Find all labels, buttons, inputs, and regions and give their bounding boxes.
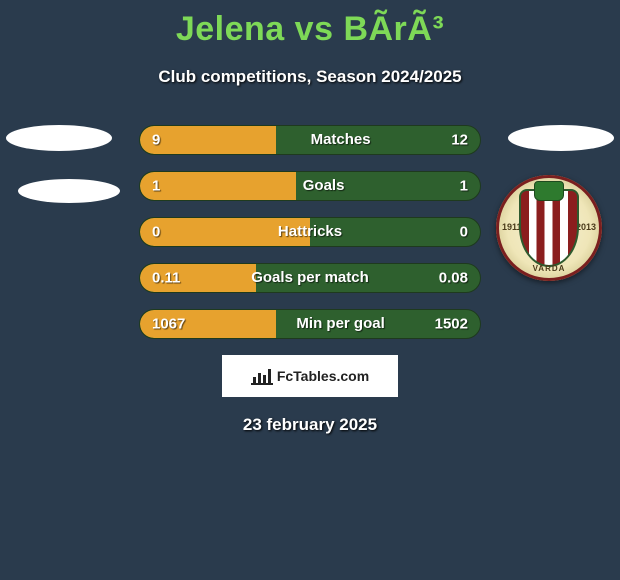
left-placeholder-1 [6, 125, 112, 151]
bar-value-right: 0 [460, 224, 468, 241]
page-title: Jelena vs BÃrÃ³ [0, 0, 620, 49]
brand-box: FcTables.com [222, 355, 398, 397]
bar-label: Matches [311, 131, 371, 148]
team-badge: 1911 2013 VARDA [496, 175, 602, 281]
bar-value-left: 1 [152, 178, 160, 195]
bar-value-right: 1 [460, 178, 468, 195]
badge-crest [534, 181, 564, 201]
comparison-content: 1911 2013 VARDA 9 12 Matches 1 1 Goals 0 0 Hattr… [0, 125, 620, 435]
stat-bar: 0.11 0.08 Goals per match [139, 263, 481, 293]
bar-value-right: 12 [451, 132, 468, 149]
badge-name: VARDA [496, 264, 602, 273]
stat-bar: 0 0 Hattricks [139, 217, 481, 247]
brand-text: FcTables.com [277, 368, 369, 384]
stat-bar: 1067 1502 Min per goal [139, 309, 481, 339]
bar-label: Goals per match [251, 269, 369, 286]
bar-left-fill [140, 172, 296, 200]
subtitle: Club competitions, Season 2024/2025 [0, 67, 620, 87]
date-text: 23 february 2025 [0, 415, 620, 435]
bar-value-left: 0 [152, 224, 160, 241]
right-placeholder-1 [508, 125, 614, 151]
left-placeholder-2 [18, 179, 120, 203]
bar-value-left: 0.11 [152, 270, 180, 287]
player2-name: BÃrÃ³ [343, 10, 444, 48]
bar-label: Min per goal [296, 315, 384, 332]
bar-value-right: 0.08 [439, 270, 468, 287]
bar-label: Goals [303, 177, 345, 194]
bar-value-left: 1067 [152, 316, 185, 333]
stat-bar: 9 12 Matches [139, 125, 481, 155]
bar-left-fill [140, 126, 276, 154]
stat-bars: 9 12 Matches 1 1 Goals 0 0 Hattricks 0.11 0.08 Goal… [139, 125, 481, 339]
vs-text: vs [295, 10, 334, 48]
bar-value-right: 1502 [435, 316, 468, 333]
badge-shield [519, 189, 579, 267]
bar-label: Hattricks [278, 223, 342, 240]
stat-bar: 1 1 Goals [139, 171, 481, 201]
chart-icon [251, 367, 273, 385]
player1-name: Jelena [176, 10, 285, 48]
bar-value-left: 9 [152, 132, 160, 149]
